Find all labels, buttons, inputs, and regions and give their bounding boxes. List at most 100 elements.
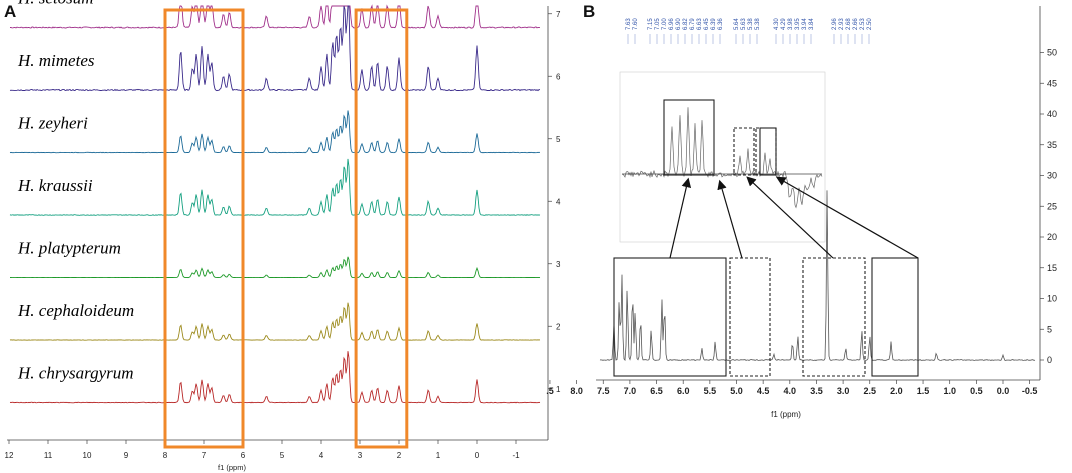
- panel-b-y-ticks: 0 5 10 15 20 25 30 35 40 45 50: [1040, 48, 1057, 365]
- inset-frame: [619, 71, 826, 243]
- zoom-arrow: [669, 177, 692, 259]
- species-label: H. platypterum: [17, 239, 121, 258]
- panel-b-peak-labels: 7.63 7.60 7.15 7.05 7.00 6.96 6.90 6.82 6.79 6.63…: [626, 18, 873, 44]
- peak-label: 2.68: [846, 18, 852, 30]
- panel-b-x-tick-label: 4.5: [757, 386, 770, 396]
- peak-label: 2.50: [867, 18, 873, 30]
- panel-b-y-tick-label: 40: [1047, 109, 1057, 119]
- panel-b-inset-spectrum: [619, 71, 826, 243]
- peak-label: 6.90: [676, 18, 682, 30]
- peak-label: 5.38: [748, 18, 754, 30]
- panel-a-y-ticks: 1 2 3 4 5 6 7: [548, 10, 561, 394]
- panel-a-y-tick-label: 1: [556, 385, 561, 394]
- panel-a-x-ticks: 12 11 10 9 8 7 6 5 4 3 2 1 0 -1: [5, 440, 520, 460]
- panel-b-x-tick-label: -0.5: [1022, 386, 1038, 396]
- panel-a-x-tick-label: 4: [319, 451, 324, 460]
- panel-b-x-tick-label: 2.5: [863, 386, 876, 396]
- panel-b-y-tick-label: 15: [1047, 263, 1057, 273]
- panel-b-y-tick-label: 5: [1047, 324, 1052, 334]
- panel-a-y-tick-label: 6: [556, 72, 561, 81]
- zoom-arrow: [717, 179, 743, 259]
- peak-label: 3.94: [802, 18, 808, 30]
- panel-a-species-labels: H. setosum H. mimetes H. zeyheri H. kraussi…: [17, 0, 134, 383]
- trace-h--mimetes: [9, 5, 541, 92]
- zoom-box-main: [871, 257, 919, 377]
- panel-b-x-tick-label: .5: [546, 386, 554, 396]
- panel-a-x-tick-label: 6: [241, 451, 246, 460]
- panel-b-x-tick-label: 6.0: [677, 386, 690, 396]
- trace-h--setosum: [9, 4, 540, 29]
- peak-label: 6.36: [718, 18, 724, 30]
- panel-a-x-tick-label: 11: [44, 451, 53, 460]
- zoom-box-main: [802, 257, 866, 377]
- peak-label: 4.30: [774, 18, 780, 30]
- peak-label: 7.60: [633, 18, 639, 30]
- panel-b-x-tick-label: 0.5: [970, 386, 983, 396]
- panel-b-x-label: f1 (ppm): [771, 410, 801, 419]
- panel-a-highlight-regions: [163, 8, 409, 449]
- zoom-box-inset: [759, 127, 777, 176]
- panel-b-y-tick-label: 50: [1047, 48, 1057, 58]
- zoom-arrow: [775, 176, 919, 259]
- peak-label: 4.29: [781, 18, 787, 30]
- zoom-box-main: [729, 257, 771, 377]
- peak-label: 5.38: [755, 18, 761, 30]
- panel-a-x-tick-label: 12: [5, 451, 14, 460]
- zoom-box-main: [613, 257, 727, 377]
- peak-label: 5.64: [734, 18, 740, 30]
- peak-label: 6.82: [683, 18, 689, 30]
- panel-a-x-tick-label: 7: [202, 451, 207, 460]
- panel-b-x-tick-label: 4.0: [784, 386, 797, 396]
- panel-b-x-tick-label: 6.5: [650, 386, 663, 396]
- peak-label: 5.63: [741, 18, 747, 30]
- trace-h--platypterum: [10, 256, 541, 279]
- zoom-box-inset: [663, 99, 715, 176]
- peak-label: 7.00: [662, 18, 668, 30]
- species-label: H. setosum: [17, 0, 94, 8]
- panel-b-x-tick-label: 8.0: [570, 386, 583, 396]
- panel-a-y-tick-label: 4: [556, 197, 561, 206]
- panel-b-zoom-boxes: [613, 99, 919, 377]
- panel-a-y-tick-label: 5: [556, 135, 561, 144]
- panel-b-x-ticks: .5 8.0 7.5 7.0 6.5 6.0 5.5 5.0 4.5 4.0 3.5 3.0 2.5 2.…: [546, 380, 1037, 396]
- peak-label: 7.15: [648, 18, 654, 30]
- peak-label: 7.63: [626, 18, 632, 30]
- panel-a-x-tick-label: 10: [83, 451, 92, 460]
- peak-label: 6.39: [711, 18, 717, 30]
- species-label: H. chrysargyrum: [17, 364, 134, 383]
- panel-b-x-tick-label: 2.0: [890, 386, 903, 396]
- peak-label: 6.96: [669, 18, 675, 30]
- panel-label-a: A: [4, 2, 16, 21]
- panel-a-x-tick-label: -1: [512, 451, 520, 460]
- peak-label: 6.63: [697, 18, 703, 30]
- trace-h--chrysargyrum: [9, 351, 541, 404]
- panel-b-y-tick-label: 10: [1047, 294, 1057, 304]
- panel-a-x-tick-label: 9: [124, 451, 129, 460]
- panel-a-x-tick-label: 3: [358, 451, 363, 460]
- panel-a-x-tick-label: 1: [436, 451, 441, 460]
- panel-b-x-tick-label: 7.0: [624, 386, 637, 396]
- panel-b-y-tick-label: 30: [1047, 171, 1057, 181]
- panel-b-x-tick-label: 5.0: [730, 386, 743, 396]
- panel-label-b: B: [583, 2, 595, 21]
- trace-h--kraussii: [9, 158, 541, 216]
- panel-a-x-tick-label: 5: [280, 451, 285, 460]
- peak-label: 3.98: [788, 18, 794, 30]
- panel-a-x-label: f1 (ppm): [218, 463, 246, 472]
- peak-label: 2.66: [853, 18, 859, 30]
- panel-b-x-tick-label: 3.5: [810, 386, 823, 396]
- panel-b-x-tick-label: 5.5: [704, 386, 717, 396]
- panel-a-y-tick-label: 2: [556, 322, 561, 331]
- main-spectrum-line: [599, 190, 1036, 362]
- peak-label: 6.79: [690, 18, 696, 30]
- panel-b-main-spectrum: [599, 190, 1036, 362]
- peak-label: 2.96: [832, 18, 838, 30]
- panel-b-y-tick-label: 25: [1047, 201, 1057, 211]
- panel-b-x-tick-label: 1.5: [917, 386, 930, 396]
- peak-label: 3.95: [795, 18, 801, 30]
- panel-b-y-tick-label: 45: [1047, 78, 1057, 88]
- panel-b-x-tick-label: 7.5: [597, 386, 610, 396]
- panel-b-x-tick-label: 3.0: [837, 386, 850, 396]
- panel-a-y-tick-label: 3: [556, 260, 561, 269]
